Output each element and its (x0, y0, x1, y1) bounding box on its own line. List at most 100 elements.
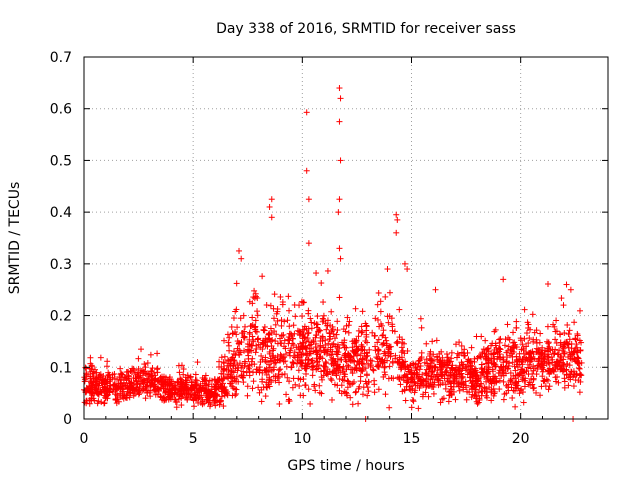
grid-lines (84, 57, 608, 419)
data-point (311, 383, 318, 390)
data-point (397, 364, 404, 371)
data-point (521, 306, 528, 313)
data-point (510, 342, 517, 349)
data-point (221, 337, 228, 344)
data-point (263, 368, 270, 375)
data-point (344, 314, 351, 321)
data-point (267, 302, 274, 309)
data-point (500, 354, 507, 361)
data-point (545, 281, 552, 288)
data-point (281, 354, 288, 361)
data-point (530, 385, 537, 392)
data-point (421, 359, 428, 366)
data-point (208, 383, 215, 390)
data-point (513, 324, 520, 331)
data-point (322, 320, 329, 327)
data-point (351, 358, 358, 365)
data-point (212, 402, 219, 409)
data-point (363, 380, 370, 387)
data-point (573, 349, 580, 356)
data-point (430, 383, 437, 390)
data-point (399, 358, 406, 365)
data-point (568, 340, 575, 347)
data-point (408, 404, 415, 411)
data-point (358, 341, 365, 348)
data-point (399, 388, 406, 395)
data-point (285, 336, 292, 343)
data-point (178, 402, 185, 409)
data-point (276, 400, 283, 407)
data-point-notable (404, 266, 411, 273)
data-point (244, 383, 251, 390)
data-point (334, 365, 341, 372)
y-tick-label: 0 (63, 412, 72, 428)
data-point (466, 358, 473, 365)
data-point (434, 376, 441, 383)
data-point (299, 313, 306, 320)
data-point (456, 339, 463, 346)
data-point (289, 359, 296, 366)
data-point (226, 334, 233, 341)
data-point (314, 324, 321, 331)
data-point (496, 336, 503, 343)
y-tick-label: 0.5 (50, 153, 72, 169)
data-point (489, 340, 496, 347)
data-point (298, 363, 305, 370)
data-point (500, 367, 507, 374)
data-point (437, 399, 444, 406)
data-point (423, 375, 430, 382)
data-point (571, 355, 578, 362)
axis-ticks: 0 5 10 15 20 0 0.1 0.2 0.3 0.4 0.5 0.6 0.7 (50, 50, 608, 447)
data-point (273, 331, 280, 338)
data-point (292, 354, 299, 361)
data-point (525, 381, 532, 388)
data-point (241, 363, 248, 370)
data-point (574, 330, 581, 337)
data-point (436, 350, 443, 357)
data-point (484, 364, 491, 371)
data-point (236, 351, 243, 358)
data-point (306, 342, 313, 349)
data-point (419, 371, 426, 378)
data-point (114, 392, 121, 399)
data-point (158, 378, 165, 385)
data-point (363, 349, 370, 356)
data-point (168, 387, 175, 394)
data-point (345, 329, 352, 336)
data-point (453, 354, 460, 361)
data-point (436, 361, 443, 368)
data-point (452, 396, 459, 403)
data-point (386, 289, 393, 296)
data-point (248, 347, 255, 354)
data-point (458, 375, 465, 382)
data-point (272, 377, 279, 384)
data-point (490, 359, 497, 366)
data-point (225, 339, 232, 346)
data-point (479, 349, 486, 356)
data-point (324, 348, 331, 355)
data-point (448, 355, 455, 362)
data-point (375, 336, 382, 343)
data-point (241, 323, 248, 330)
data-point-notable (336, 196, 343, 203)
data-point (568, 351, 575, 358)
data-point (314, 359, 321, 366)
data-point (500, 396, 507, 403)
data-point (172, 396, 179, 403)
data-point (230, 315, 237, 322)
data-point (389, 323, 396, 330)
data-point (373, 354, 380, 361)
data-point (561, 342, 568, 349)
data-point (309, 357, 316, 364)
data-point (504, 321, 511, 328)
data-point (512, 381, 519, 388)
data-point (239, 374, 246, 381)
data-point (162, 380, 169, 387)
data-point (452, 341, 459, 348)
data-point (101, 399, 108, 406)
data-point (143, 375, 150, 382)
data-point (81, 399, 88, 406)
data-point (501, 342, 508, 349)
data-point (230, 362, 237, 369)
data-point-notable (268, 214, 275, 221)
